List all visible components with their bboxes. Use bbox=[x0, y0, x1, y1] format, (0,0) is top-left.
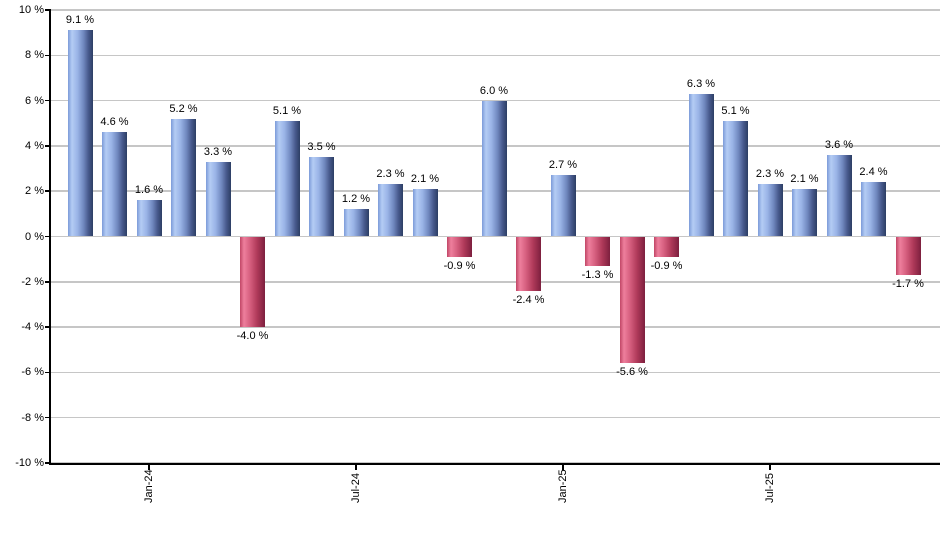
bar-apr-24 bbox=[240, 236, 265, 328]
bar-value-label: 6.3 % bbox=[686, 77, 716, 90]
y-axis-tick bbox=[45, 9, 50, 11]
bar-value-label: 2.3 % bbox=[755, 168, 785, 181]
y-axis-label: 0 % bbox=[25, 230, 44, 243]
y-axis-label: 2 % bbox=[25, 185, 44, 198]
bar-aug-24 bbox=[378, 184, 403, 237]
bar-value-label: -4.0 % bbox=[236, 330, 269, 343]
bar-oct-25 bbox=[861, 182, 886, 237]
bar-value-label: -1.3 % bbox=[581, 268, 614, 281]
y-axis-label: 6 % bbox=[25, 94, 44, 107]
y-axis-label: -2 % bbox=[21, 275, 44, 288]
bar-value-label: -0.9 % bbox=[443, 259, 476, 272]
bar-value-label: 2.1 % bbox=[410, 172, 440, 185]
y-axis-tick bbox=[45, 462, 50, 464]
bar-mar-24 bbox=[205, 161, 231, 237]
bar-aug-25 bbox=[792, 188, 817, 237]
bar-value-label: 9.1 % bbox=[65, 14, 95, 27]
bar-value-label: 5.2 % bbox=[169, 102, 198, 115]
bar-jul-25 bbox=[757, 184, 783, 237]
bar-value-label: 1.6 % bbox=[134, 184, 164, 197]
bar-value-label: 5.1 % bbox=[721, 104, 750, 117]
y-axis-tick bbox=[45, 416, 50, 419]
x-axis-tick bbox=[355, 464, 357, 470]
gridline bbox=[50, 281, 940, 283]
y-axis-tick bbox=[45, 190, 50, 192]
bar-value-label: 3.6 % bbox=[824, 138, 854, 151]
y-axis-label: -10 % bbox=[15, 457, 44, 469]
bar-value-label: -1.7 % bbox=[892, 278, 924, 290]
gridline bbox=[50, 326, 940, 328]
bar-value-label: 1.2 % bbox=[341, 193, 371, 206]
bar-jan-25 bbox=[550, 175, 576, 237]
bar-feb-24 bbox=[171, 118, 196, 237]
bar-value-label: 2.7 % bbox=[548, 159, 578, 172]
y-axis-label: -4 % bbox=[21, 321, 44, 334]
bar-sep-25 bbox=[826, 154, 852, 237]
bar-value-label: 2.4 % bbox=[859, 166, 888, 179]
y-axis-tick bbox=[45, 145, 50, 147]
bar-dec-24 bbox=[516, 236, 541, 291]
bar-jun-24 bbox=[309, 157, 334, 237]
bar-value-label: 4.6 % bbox=[100, 116, 129, 129]
x-axis-tick bbox=[148, 464, 150, 470]
bar-value-label: 2.3 % bbox=[376, 168, 405, 181]
x-axis-tick bbox=[562, 464, 564, 470]
y-axis-label: 4 % bbox=[25, 139, 44, 152]
bar-nov-23 bbox=[67, 30, 93, 237]
y-axis-label: 8 % bbox=[25, 49, 44, 62]
bar-value-label: 5.1 % bbox=[272, 104, 302, 117]
bar-value-label: -5.6 % bbox=[616, 366, 648, 379]
y-axis-line bbox=[49, 9, 51, 465]
bar-value-label: 6.0 % bbox=[479, 84, 509, 97]
gridline bbox=[50, 9, 940, 11]
bar-mar-25 bbox=[619, 236, 645, 364]
x-axis-label: Jul-24 bbox=[349, 473, 362, 503]
bar-dec-23 bbox=[102, 132, 127, 237]
y-axis-label: -6 % bbox=[21, 366, 44, 379]
bar-feb-25 bbox=[585, 236, 610, 266]
y-axis-tick bbox=[45, 281, 50, 283]
gridline bbox=[50, 54, 940, 57]
bar-may-24 bbox=[274, 120, 300, 237]
bar-may-25 bbox=[688, 93, 714, 237]
x-axis-line bbox=[49, 463, 940, 465]
bar-apr-25 bbox=[654, 236, 679, 257]
y-axis-label: -8 % bbox=[21, 411, 44, 424]
y-axis-tick bbox=[45, 54, 50, 57]
bar-value-label: 2.1 % bbox=[790, 172, 819, 185]
y-axis-tick bbox=[45, 99, 50, 102]
gridline bbox=[50, 416, 940, 419]
bar-jun-25 bbox=[723, 120, 748, 237]
x-axis-label: Jan-24 bbox=[142, 469, 155, 503]
bar-oct-24 bbox=[447, 236, 472, 257]
bar-jan-24 bbox=[136, 200, 162, 237]
x-axis-tick bbox=[769, 464, 771, 470]
y-axis-tick bbox=[45, 371, 50, 374]
x-axis-label: Jul-25 bbox=[763, 473, 776, 503]
gridline bbox=[50, 235, 940, 238]
bar-sep-24 bbox=[412, 188, 438, 237]
y-axis-tick bbox=[45, 326, 50, 328]
bar-value-label: 3.5 % bbox=[307, 141, 336, 154]
bar-value-label: 3.3 % bbox=[203, 145, 233, 158]
bar-nov-24 bbox=[481, 100, 507, 237]
y-axis-tick bbox=[45, 235, 50, 238]
bar-jul-24 bbox=[343, 209, 369, 237]
x-axis-label: Jan-25 bbox=[556, 469, 569, 503]
bar-nov-25 bbox=[895, 236, 921, 275]
y-axis-label: 10 % bbox=[18, 4, 44, 16]
gridline bbox=[50, 371, 940, 374]
bar-value-label: -2.4 % bbox=[512, 293, 545, 306]
bar-value-label: -0.9 % bbox=[650, 259, 683, 272]
